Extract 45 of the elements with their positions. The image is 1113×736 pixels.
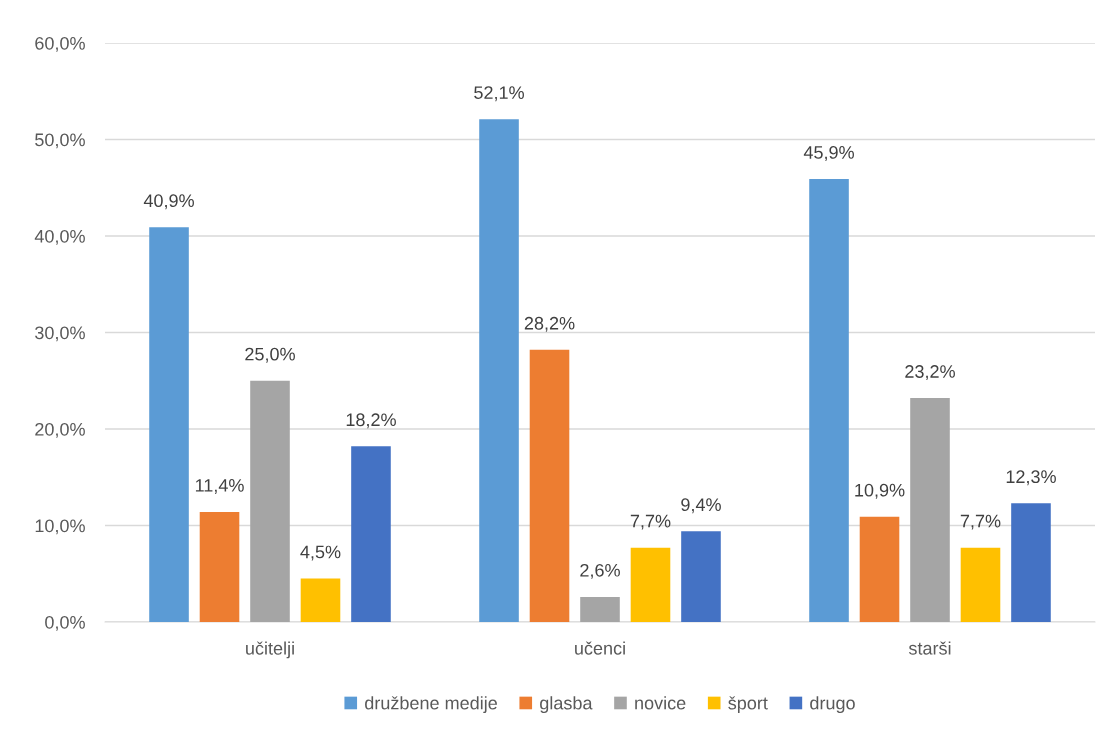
data-label: 12,3% xyxy=(1006,470,1056,486)
data-label: 18,2% xyxy=(346,413,396,429)
bar xyxy=(250,380,290,622)
y-tick-label: 40,0% xyxy=(34,229,85,245)
x-tick-label: učitelji xyxy=(246,641,294,659)
y-tick-label: 20,0% xyxy=(35,422,85,438)
data-label: 45,9% xyxy=(803,146,854,161)
y-tick-label: 0,0% xyxy=(45,615,85,631)
legend-label: šport xyxy=(728,696,768,714)
bar xyxy=(910,398,950,622)
data-label: 7,7% xyxy=(630,514,671,530)
bar xyxy=(479,119,519,622)
legend-label: glasba xyxy=(540,696,593,714)
bar xyxy=(1011,503,1051,622)
data-label: 10,9% xyxy=(855,483,905,499)
bar xyxy=(529,349,570,622)
legend-label: novice xyxy=(635,696,686,710)
legend-label: drugo xyxy=(810,696,855,714)
data-label: 52,1% xyxy=(474,86,524,102)
data-label: 25,0% xyxy=(245,347,295,363)
bar xyxy=(630,547,671,622)
bar xyxy=(681,531,721,622)
bar xyxy=(149,227,189,622)
data-label: 4,5% xyxy=(300,545,341,561)
bar xyxy=(351,446,391,622)
y-tick-label: 10,0% xyxy=(35,519,85,535)
data-label: 7,7% xyxy=(960,514,1001,530)
data-label: 11,4% xyxy=(195,479,244,494)
x-tick-label: starši xyxy=(908,641,951,655)
data-label: 2,6% xyxy=(580,563,620,579)
data-label: 23,2% xyxy=(905,365,955,381)
legend-label: družbene medije xyxy=(365,696,497,714)
bar xyxy=(809,179,849,622)
bar xyxy=(199,511,240,622)
x-tick-label: učenci xyxy=(575,641,625,655)
bar xyxy=(859,516,900,622)
data-label: 28,2% xyxy=(524,316,575,332)
y-tick-label: 30,0% xyxy=(35,326,85,342)
bar xyxy=(300,578,341,622)
data-label: 9,4% xyxy=(681,498,721,514)
y-tick-label: 50,0% xyxy=(35,133,85,149)
bar xyxy=(580,596,620,622)
data-label: 40,9% xyxy=(143,194,194,210)
y-tick-label: 60,0% xyxy=(35,36,85,52)
bar xyxy=(960,547,1001,622)
